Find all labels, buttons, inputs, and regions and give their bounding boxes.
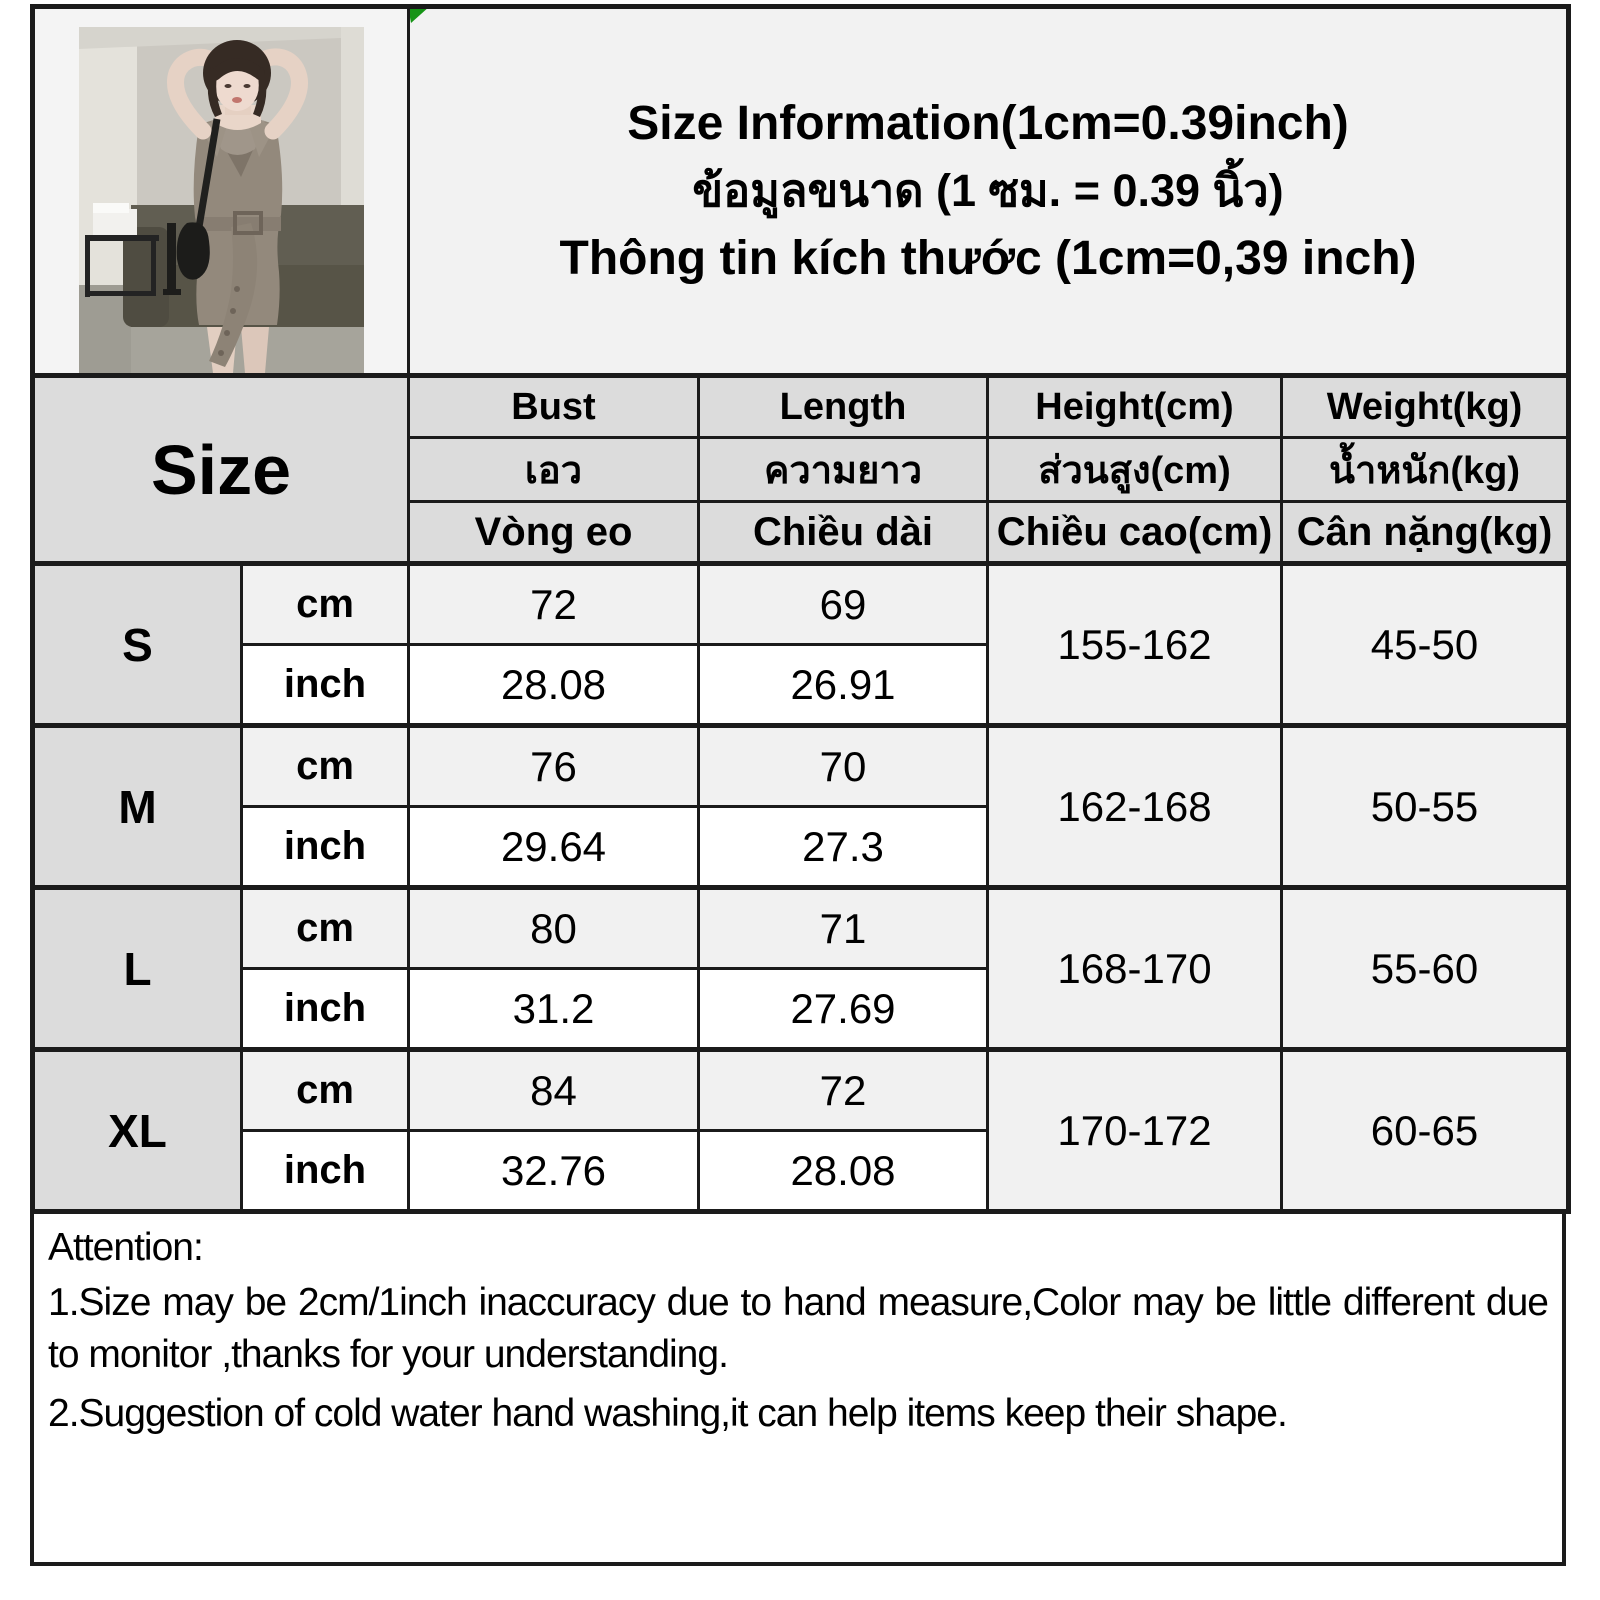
row-l-inch: inch 31.2 27.69 xyxy=(33,967,1569,1051)
side-table xyxy=(84,203,181,297)
attention-box: Attention: 1.Size may be 2cm/1inch inacc… xyxy=(30,1214,1566,1566)
unit-cm: cm xyxy=(240,561,410,646)
attention-note-2: 2.Suggestion of cold water hand washing,… xyxy=(48,1392,1288,1436)
m-length-inch: 27.3 xyxy=(697,805,989,889)
header-weight-en: Weight(kg) xyxy=(1279,373,1571,439)
m-bust-inch: 29.64 xyxy=(407,805,700,889)
row-xl-cm: XL cm 84 72 170-172 60-65 xyxy=(31,1047,1571,1213)
header-length-th: ความยาว xyxy=(697,436,989,503)
size-table: Size Information(1cm=0.39inch) ข้อมูลขนา… xyxy=(30,4,1572,1214)
title-stack: Size Information(1cm=0.39inch) ข้อมูลขนา… xyxy=(412,96,1566,287)
s-length-inch: 26.91 xyxy=(697,643,989,727)
header-row-th: เอว ความยาว ส่วนสูง(cm) น้ำหนัก(kg) xyxy=(33,436,1571,503)
banner-row: Size Information(1cm=0.39inch) ข้อมูลขนา… xyxy=(31,5,1571,377)
product-photo-cell xyxy=(31,5,410,377)
m-height: 162-168 xyxy=(986,723,1283,889)
unit-inch: inch xyxy=(240,1129,410,1213)
s-bust-cm: 72 xyxy=(407,561,700,646)
m-length-cm: 70 xyxy=(697,723,989,808)
xl-weight: 60-65 xyxy=(1279,1047,1571,1213)
unit-inch: inch xyxy=(240,643,410,727)
title-thai: ข้อมูลขนาด (1 ซม. = 0.39 นิ้ว) xyxy=(692,164,1284,216)
m-bust-cm: 76 xyxy=(407,723,700,808)
header-bust-vi: Vòng eo xyxy=(407,500,700,565)
header-row-en: Size Bust Length Height(cm) Weight(kg) xyxy=(31,373,1571,565)
size-corner-label: Size xyxy=(31,373,410,565)
s-bust-inch: 28.08 xyxy=(407,643,700,727)
xl-height: 170-172 xyxy=(986,1047,1283,1213)
size-label-m: M xyxy=(31,723,243,889)
size-label-xl: XL xyxy=(31,1047,243,1213)
header-height-th: ส่วนสูง(cm) xyxy=(986,436,1283,503)
l-length-cm: 71 xyxy=(697,885,989,970)
header-weight-th: น้ำหนัก(kg) xyxy=(1279,436,1571,503)
header-height-vi: Chiều cao(cm) xyxy=(986,500,1283,565)
belt-strap xyxy=(208,223,257,367)
attention-heading: Attention: xyxy=(48,1226,204,1269)
belt-buckle xyxy=(232,211,263,235)
xl-bust-inch: 32.76 xyxy=(407,1129,700,1213)
unit-cm: cm xyxy=(240,723,410,808)
header-height-en: Height(cm) xyxy=(986,373,1283,439)
unit-cm: cm xyxy=(240,1047,410,1132)
unit-inch: inch xyxy=(240,967,410,1051)
shoulder-bag xyxy=(176,222,210,280)
green-corner-marker-icon xyxy=(411,9,427,23)
l-bust-inch: 31.2 xyxy=(407,967,700,1051)
row-m-inch: inch 29.64 27.3 xyxy=(33,805,1569,889)
m-weight: 50-55 xyxy=(1279,723,1571,889)
xl-length-inch: 28.08 xyxy=(697,1129,989,1213)
size-chart-sheet: Size Information(1cm=0.39inch) ข้อมูลขนา… xyxy=(30,4,1572,1566)
bag-strap xyxy=(195,118,220,228)
header-bust-th: เอว xyxy=(407,436,700,503)
row-m-cm: M cm 76 70 162-168 50-55 xyxy=(31,723,1571,889)
row-xl-inch: inch 32.76 28.08 xyxy=(33,1129,1569,1213)
l-weight: 55-60 xyxy=(1279,885,1571,1051)
row-l-cm: L cm 80 71 168-170 55-60 xyxy=(31,885,1571,1051)
header-row-vi: Vòng eo Chiều dài Chiều cao(cm) Cân nặng… xyxy=(33,500,1571,565)
unit-inch: inch xyxy=(240,805,410,889)
header-weight-vi: Cân nặng(kg) xyxy=(1279,500,1571,565)
row-s-inch: inch 28.08 26.91 xyxy=(33,643,1569,727)
unit-cm: cm xyxy=(240,885,410,970)
product-photo xyxy=(78,27,364,373)
l-bust-cm: 80 xyxy=(407,885,700,970)
l-height: 168-170 xyxy=(986,885,1283,1051)
s-weight: 45-50 xyxy=(1279,561,1571,727)
header-length-vi: Chiều dài xyxy=(697,500,989,565)
header-bust-en: Bust xyxy=(407,373,700,439)
row-s-cm: S cm 72 69 155-162 45-50 xyxy=(31,561,1571,727)
model xyxy=(166,40,308,373)
title-vietnamese: Thông tin kích thước (1cm=0,39 inch) xyxy=(559,232,1417,286)
xl-length-cm: 72 xyxy=(697,1047,989,1132)
size-label-s: S xyxy=(31,561,243,727)
title-cell: Size Information(1cm=0.39inch) ข้อมูลขนา… xyxy=(406,5,1571,377)
title-english: Size Information(1cm=0.39inch) xyxy=(627,96,1349,150)
l-length-inch: 27.69 xyxy=(697,967,989,1051)
attention-note-1: 1.Size may be 2cm/1inch inaccuracy due t… xyxy=(48,1281,1549,1376)
size-label-l: L xyxy=(31,885,243,1051)
s-height: 155-162 xyxy=(986,561,1283,727)
s-length-cm: 69 xyxy=(697,561,989,646)
header-length-en: Length xyxy=(697,373,989,439)
xl-bust-cm: 84 xyxy=(407,1047,700,1132)
